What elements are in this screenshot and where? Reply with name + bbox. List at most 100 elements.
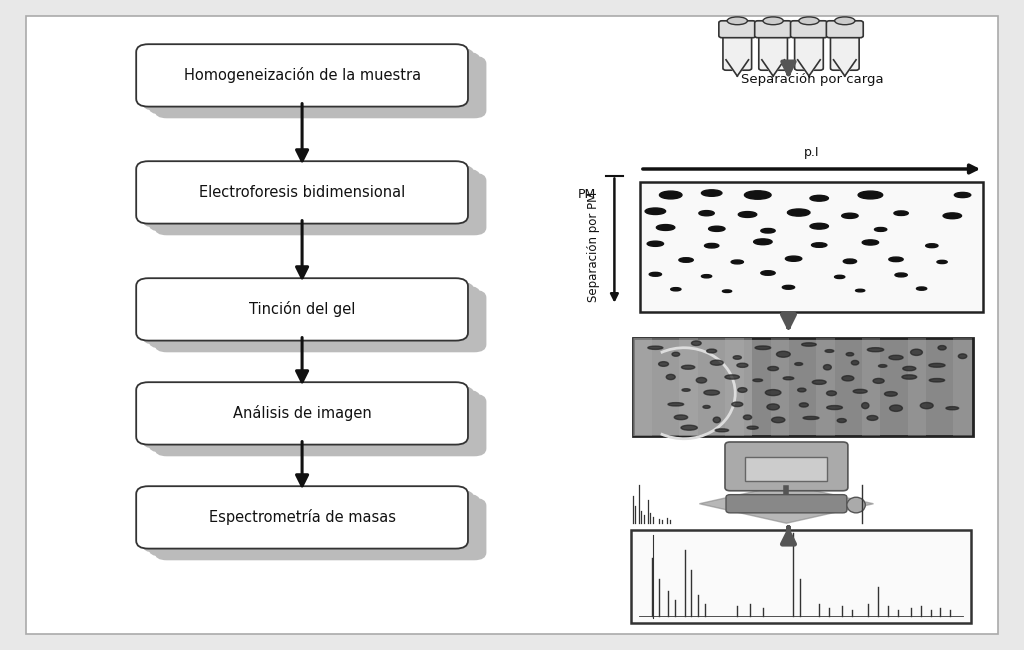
Polygon shape — [762, 60, 784, 76]
Ellipse shape — [795, 363, 803, 365]
Ellipse shape — [738, 387, 746, 393]
Ellipse shape — [744, 191, 771, 200]
Ellipse shape — [782, 285, 795, 289]
Ellipse shape — [727, 17, 748, 25]
Ellipse shape — [711, 360, 723, 365]
Ellipse shape — [787, 209, 810, 216]
Ellipse shape — [761, 229, 775, 233]
Ellipse shape — [826, 406, 843, 410]
FancyBboxPatch shape — [759, 31, 787, 70]
Ellipse shape — [702, 406, 711, 408]
Text: PM: PM — [578, 188, 596, 202]
FancyBboxPatch shape — [726, 495, 847, 513]
Bar — [640, 182, 983, 312]
FancyBboxPatch shape — [795, 31, 823, 70]
Ellipse shape — [889, 257, 903, 261]
Bar — [680, 338, 698, 436]
FancyBboxPatch shape — [142, 48, 474, 110]
Ellipse shape — [811, 243, 827, 247]
Polygon shape — [834, 60, 856, 76]
Ellipse shape — [885, 391, 897, 396]
FancyBboxPatch shape — [148, 169, 480, 231]
Ellipse shape — [851, 361, 859, 365]
Ellipse shape — [879, 365, 887, 367]
Text: Electroforesis bidimensional: Electroforesis bidimensional — [199, 185, 406, 200]
Ellipse shape — [674, 415, 688, 420]
FancyBboxPatch shape — [791, 21, 827, 38]
Bar — [631, 530, 971, 623]
FancyBboxPatch shape — [148, 494, 480, 556]
Ellipse shape — [703, 390, 720, 395]
Ellipse shape — [930, 378, 944, 382]
Ellipse shape — [903, 367, 915, 370]
FancyBboxPatch shape — [136, 278, 468, 341]
Ellipse shape — [902, 375, 916, 379]
Ellipse shape — [668, 402, 684, 406]
Ellipse shape — [658, 361, 669, 367]
Ellipse shape — [921, 402, 933, 409]
Ellipse shape — [812, 380, 826, 384]
Bar — [633, 338, 752, 436]
Ellipse shape — [861, 402, 869, 409]
Ellipse shape — [847, 497, 865, 513]
Ellipse shape — [889, 356, 903, 359]
FancyBboxPatch shape — [155, 290, 486, 352]
Ellipse shape — [709, 226, 725, 231]
Ellipse shape — [842, 376, 854, 381]
Ellipse shape — [916, 287, 927, 290]
Ellipse shape — [858, 191, 883, 199]
FancyBboxPatch shape — [142, 386, 474, 448]
FancyBboxPatch shape — [142, 490, 474, 552]
Ellipse shape — [895, 273, 907, 277]
Ellipse shape — [938, 346, 946, 350]
Ellipse shape — [844, 259, 856, 264]
Text: p.I: p.I — [804, 146, 819, 159]
FancyBboxPatch shape — [155, 498, 486, 560]
Ellipse shape — [825, 350, 834, 352]
FancyBboxPatch shape — [142, 282, 474, 345]
Ellipse shape — [755, 346, 771, 350]
Ellipse shape — [798, 388, 806, 392]
Ellipse shape — [958, 354, 967, 359]
Ellipse shape — [707, 349, 717, 353]
FancyBboxPatch shape — [723, 31, 752, 70]
Ellipse shape — [890, 405, 902, 411]
Ellipse shape — [803, 417, 819, 419]
FancyBboxPatch shape — [148, 286, 480, 348]
Ellipse shape — [926, 244, 938, 248]
FancyBboxPatch shape — [155, 173, 486, 235]
Ellipse shape — [743, 415, 752, 420]
Ellipse shape — [929, 363, 945, 367]
Ellipse shape — [910, 349, 923, 356]
Ellipse shape — [656, 225, 675, 231]
Ellipse shape — [810, 223, 828, 229]
Ellipse shape — [783, 377, 794, 380]
Ellipse shape — [954, 192, 971, 198]
Ellipse shape — [659, 191, 682, 199]
Ellipse shape — [873, 378, 884, 383]
Ellipse shape — [723, 290, 731, 292]
Ellipse shape — [696, 378, 707, 383]
Ellipse shape — [753, 379, 763, 382]
FancyBboxPatch shape — [826, 21, 863, 38]
Ellipse shape — [943, 213, 962, 218]
Ellipse shape — [682, 365, 694, 369]
Ellipse shape — [731, 260, 743, 264]
Text: Tinción del gel: Tinción del gel — [249, 302, 355, 317]
Ellipse shape — [802, 343, 816, 346]
Ellipse shape — [713, 417, 721, 422]
Polygon shape — [798, 60, 820, 76]
Ellipse shape — [754, 239, 772, 245]
FancyBboxPatch shape — [136, 44, 468, 107]
Ellipse shape — [705, 244, 719, 248]
FancyBboxPatch shape — [148, 390, 480, 452]
Ellipse shape — [733, 356, 741, 359]
FancyBboxPatch shape — [136, 486, 468, 549]
Text: Análisis de imagen: Análisis de imagen — [232, 406, 372, 421]
Ellipse shape — [767, 404, 779, 410]
Ellipse shape — [838, 419, 846, 422]
Ellipse shape — [725, 375, 739, 379]
Ellipse shape — [761, 270, 775, 276]
Ellipse shape — [681, 425, 697, 430]
Ellipse shape — [648, 346, 663, 350]
